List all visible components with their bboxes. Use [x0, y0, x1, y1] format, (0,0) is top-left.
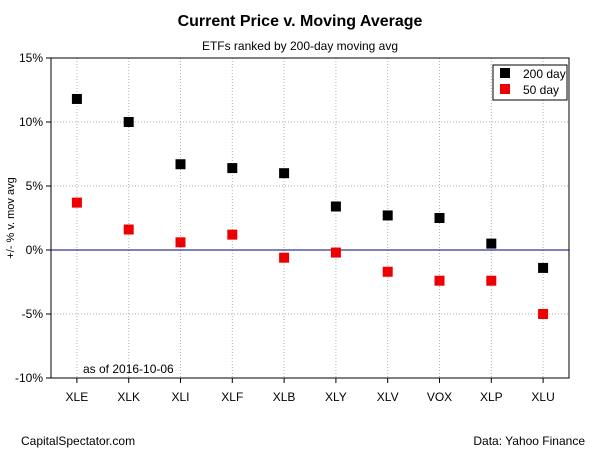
- x-tick-label-xlf: XLF: [221, 390, 243, 404]
- data-points: [71, 93, 549, 319]
- point-200-day-xlk: [123, 117, 134, 127]
- x-tick-label-vox: VOX: [427, 390, 452, 404]
- point-50-day-xlb: [279, 252, 290, 263]
- y-axis-label: +/- % v. mov avg: [5, 177, 17, 258]
- x-tick-label-xlk: XLK: [117, 390, 140, 404]
- plot-frame: [50, 57, 570, 379]
- y-tick-label-0: -10%: [15, 371, 43, 385]
- chart-subtitle: ETFs ranked by 200-day moving avg: [202, 39, 398, 53]
- point-50-day-xlf: [227, 229, 238, 240]
- point-200-day-xlp: [486, 238, 497, 249]
- footer-source-right: Data: Yahoo Finance: [473, 434, 585, 448]
- point-200-day-xly: [330, 201, 341, 212]
- point-50-day-xlv: [382, 266, 393, 277]
- point-200-day-xlu: [538, 262, 549, 273]
- x-axis: XLE XLK XLI XLF XLB XLY XLV VOX XLP XLU: [66, 378, 555, 404]
- point-50-day-xlk: [123, 224, 134, 235]
- x-tick-label-xlp: XLP: [480, 390, 503, 404]
- point-50-day-xli: [175, 237, 186, 248]
- x-tick-label-xly: XLY: [325, 390, 347, 404]
- point-50-day-vox: [434, 275, 445, 286]
- legend-swatch-200-day: [500, 68, 510, 78]
- x-tick-label-xli: XLI: [171, 390, 189, 404]
- legend-label-200-day: 200 day: [523, 67, 566, 81]
- y-tick-label-1: -5%: [22, 307, 44, 321]
- point-200-day-xlb: [279, 168, 290, 179]
- point-200-day-xle: [71, 93, 82, 104]
- y-tick-label-3: 5%: [26, 179, 44, 193]
- point-200-day-vox: [434, 213, 445, 223]
- point-50-day-xly: [330, 247, 341, 258]
- point-200-day-xlf: [227, 163, 238, 174]
- as-of-note: as of 2016-10-06: [83, 362, 174, 376]
- x-tick-label-xlb: XLB: [273, 390, 296, 404]
- point-50-day-xle: [71, 197, 82, 208]
- x-tick-label-xlu: XLU: [531, 390, 554, 404]
- grid: [51, 57, 569, 379]
- y-axis: -10% -5% 0% 5% 10% 15%: [15, 51, 51, 385]
- legend: 200 day 50 day: [492, 64, 568, 101]
- point-200-day-xli: [175, 159, 186, 170]
- legend-label-50-day: 50 day: [523, 83, 559, 97]
- x-tick-label-xle: XLE: [66, 390, 89, 404]
- chart-title: Current Price v. Moving Average: [178, 13, 423, 30]
- point-200-day-xlv: [382, 210, 393, 221]
- x-tick-label-xlv: XLV: [377, 390, 399, 404]
- y-tick-label-2: 0%: [26, 243, 44, 257]
- point-50-day-xlp: [486, 275, 497, 286]
- point-50-day-xlu: [538, 309, 549, 319]
- legend-swatch-50-day: [500, 84, 510, 94]
- y-tick-label-4: 10%: [19, 115, 43, 129]
- footer-source-left: CapitalSpectator.com: [21, 434, 135, 448]
- y-tick-label-5: 15%: [19, 51, 43, 65]
